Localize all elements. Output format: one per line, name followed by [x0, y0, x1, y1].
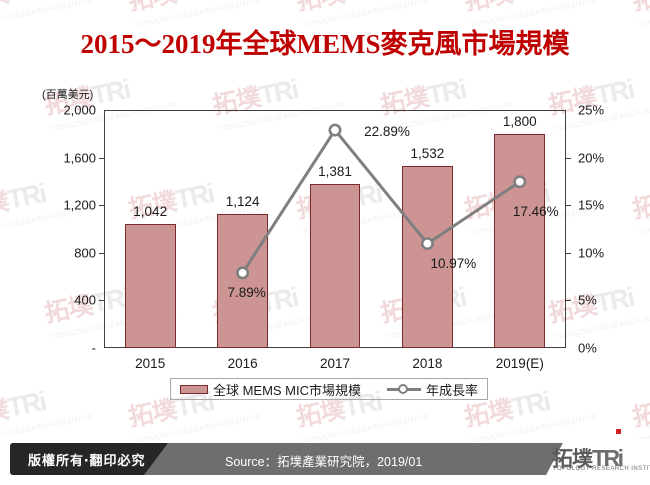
bar-value-label: 1,042: [133, 204, 168, 219]
y-axis-left-tick-label: 1,600: [63, 150, 96, 166]
y-axis-left-tick-mark: [99, 205, 105, 207]
line-marker: [236, 266, 250, 280]
growth-rate-label: 10.97%: [430, 255, 477, 271]
legend-entry-line: 年成長率: [387, 380, 478, 399]
y-axis-left-tick-label: 400: [74, 292, 96, 308]
growth-rate-label: 17.46%: [512, 203, 559, 219]
bar-value-label: 1,532: [410, 145, 445, 161]
x-axis-tick-label: 2016: [227, 356, 258, 371]
source-note: Source：拓墣產業研究院，2019/01: [225, 455, 423, 469]
y-axis-left-tick-mark: [99, 252, 105, 254]
y-axis-left-tick-label: -: [91, 340, 96, 356]
logo-tri-letters: TRi: [592, 445, 624, 471]
line-marker: [513, 175, 527, 189]
y-axis-right-tick-label: 20%: [578, 150, 605, 166]
logo-wordmark: 拓墣 TRi: [552, 429, 624, 473]
legend-bar-label: 全球 MEMS MIC市場規模: [212, 382, 362, 398]
logo-red-dot-icon: [615, 429, 621, 434]
line-marker: [420, 237, 434, 251]
y-axis-left-tick-label: 2,000: [63, 102, 96, 118]
x-axis-tick-label: 2015: [135, 356, 166, 371]
logo-latin-text: TRi: [592, 429, 624, 472]
bar: [494, 133, 546, 348]
x-axis-tick-label: 2018: [412, 356, 443, 371]
bar: [309, 183, 361, 348]
y-axis-right-tick-mark: [565, 252, 571, 254]
y-axis-right-tick-mark: [565, 205, 571, 207]
y-axis-left-tick-label: 1,200: [63, 197, 96, 213]
x-axis-tick-label: 2019(E): [495, 356, 544, 371]
growth-rate-line: [241, 127, 521, 274]
legend-bar-swatch-icon: [179, 384, 208, 394]
footer-black-band: [10, 443, 168, 475]
copyright-notice: 版權所有‧翻印必究: [28, 453, 146, 468]
line-series: [236, 123, 527, 280]
y-axis-left-tick-label: 800: [74, 245, 96, 261]
x-axis-tick-label: 2017: [319, 356, 351, 371]
footer-bar: 版權所有‧翻印必究 Source：拓墣產業研究院，2019/01: [10, 439, 650, 481]
growth-rate-label: 22.89%: [364, 124, 410, 140]
y-axis-right-tick-mark: [565, 157, 571, 159]
line-marker: [328, 123, 342, 137]
bar: [124, 224, 176, 348]
y-axis-right-tick-label: 10%: [578, 245, 605, 261]
bar-value-label: 1,124: [225, 194, 260, 210]
logo-cjk-text: 拓墣: [552, 448, 593, 471]
chart-legend: 全球 MEMS MIC市場規模 年成長率: [170, 378, 488, 400]
legend-line-swatch-icon: [387, 383, 422, 395]
y-axis-right-tick-mark: [565, 300, 571, 302]
bar: [401, 165, 453, 348]
tri-logo: 拓墣 TRi TOPOLOGY RESEARCH INSTITUTE: [552, 429, 650, 475]
y-axis-left-tick-mark: [99, 157, 105, 159]
legend-entry-bar: 全球 MEMS MIC市場規模: [179, 380, 362, 399]
y-axis-left-tick-mark: [99, 300, 105, 302]
bar-value-label: 1,381: [318, 163, 352, 179]
y-axis-unit-label: (百萬美元): [42, 89, 94, 101]
bar-value-label: 1,800: [502, 113, 537, 129]
y-axis-right-tick-label: 0%: [578, 340, 597, 356]
y-axis-right-tick-label: 5%: [578, 292, 597, 308]
bar: [217, 214, 268, 348]
legend-line-label: 年成長率: [426, 382, 479, 398]
page-title: 2015～2019年全球MEMS麥克風市場規模: [80, 29, 570, 59]
logo-tagline: TOPOLOGY RESEARCH INSTITUTE: [553, 466, 650, 472]
y-axis-right-tick-label: 15%: [578, 197, 605, 213]
growth-rate-label: 7.89%: [227, 284, 266, 300]
y-axis-right-tick-label: 25%: [578, 102, 605, 118]
